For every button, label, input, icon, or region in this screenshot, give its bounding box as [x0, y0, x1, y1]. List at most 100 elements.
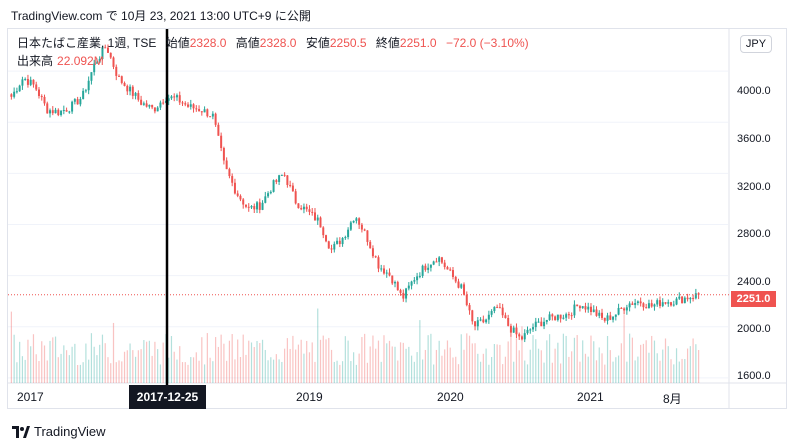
candle-body	[319, 217, 322, 228]
candle-body	[399, 290, 402, 293]
y-tick-label: 3600.0	[737, 133, 771, 145]
volume-bar	[388, 340, 391, 383]
candle-body	[377, 257, 380, 269]
volume-bar	[579, 361, 581, 383]
candle-body	[479, 319, 482, 321]
candle-body	[18, 85, 21, 92]
candle-body	[686, 297, 689, 300]
volume-bar	[121, 361, 123, 383]
volume-bar	[35, 354, 37, 383]
candle-body	[13, 91, 16, 97]
volume-bar	[330, 349, 333, 383]
candle-body	[592, 309, 595, 313]
volume-bar	[629, 333, 631, 383]
volume-bar	[77, 364, 79, 383]
candle-body	[556, 314, 559, 321]
candle-body	[87, 80, 90, 91]
volume-bar	[637, 356, 639, 383]
volume-bar	[673, 364, 675, 383]
candle-body	[683, 297, 686, 304]
volume-bar	[427, 335, 429, 383]
volume-bar	[248, 340, 250, 383]
candle-body	[520, 336, 523, 340]
candle-body	[308, 209, 311, 212]
volume-bar	[598, 347, 600, 383]
candle-body	[217, 124, 220, 136]
y-tick-label: 2800.0	[737, 228, 771, 240]
volume-bar	[173, 351, 175, 383]
volume-bar	[568, 356, 570, 383]
volume-bar	[223, 343, 225, 383]
candle-body	[305, 206, 308, 210]
close-label: 終値	[375, 36, 400, 50]
volume-bar	[510, 336, 512, 383]
candle-body	[609, 315, 612, 320]
high-label: 高値	[235, 36, 260, 50]
crosshair-date-label: 2017-12-25	[129, 385, 206, 409]
candle-body	[118, 75, 121, 77]
volume-value: 22.092M	[57, 54, 104, 68]
volume-bar	[341, 361, 344, 383]
volume-bar	[460, 334, 462, 383]
volume-bar	[380, 361, 382, 383]
tradingview-logo[interactable]: TradingView	[12, 424, 106, 439]
candle-body	[256, 202, 259, 210]
candle-body	[93, 63, 96, 73]
volume-bar	[366, 362, 369, 383]
candle-body	[316, 217, 319, 221]
chart-frame[interactable]	[7, 28, 787, 409]
candle-body	[239, 195, 242, 200]
volume-bar	[576, 335, 578, 383]
candle-body	[151, 104, 154, 108]
volume-bar	[322, 335, 324, 383]
candle-body	[471, 310, 474, 322]
candle-body	[518, 334, 521, 337]
symbol-label[interactable]: 日本たばこ産業, 1週, TSE	[17, 36, 157, 50]
volume-bar	[634, 360, 636, 383]
candle-body	[617, 307, 620, 315]
price-chart[interactable]	[8, 29, 786, 408]
volume-bar	[617, 355, 620, 383]
publish-info: TradingView.com で 10月 23, 2021 13:00 UTC…	[11, 9, 311, 23]
volume-bar	[41, 341, 43, 383]
volume-bar	[361, 337, 363, 383]
candle-body	[545, 319, 548, 322]
volume-bar	[405, 348, 407, 383]
candle-body	[15, 91, 18, 93]
candle-body	[73, 99, 76, 102]
candle-body	[267, 193, 270, 197]
volume-bar	[521, 326, 523, 383]
candle-body	[302, 206, 305, 210]
volume-bar	[49, 340, 51, 383]
candle-body	[504, 315, 507, 318]
volume-bar	[626, 361, 628, 383]
volume-bar	[228, 340, 231, 383]
volume-bar	[272, 359, 275, 383]
candle-body	[140, 99, 143, 105]
candle-body	[457, 281, 460, 288]
candle-body	[529, 329, 532, 331]
volume-bar	[16, 362, 18, 383]
volume-bar	[154, 341, 156, 383]
volume-bar	[662, 349, 664, 383]
volume-bar	[587, 356, 589, 383]
volume-bar	[319, 339, 322, 383]
volume-bar	[286, 338, 288, 383]
candle-body	[394, 282, 397, 284]
volume-bar	[499, 344, 501, 383]
candle-body	[43, 96, 46, 104]
currency-button[interactable]: JPY	[740, 35, 772, 53]
candle-body	[360, 224, 363, 230]
volume-bar	[71, 346, 73, 383]
candle-body	[106, 47, 109, 53]
candle-body	[336, 240, 339, 244]
volume-bar	[546, 340, 548, 383]
volume-bar	[615, 357, 617, 383]
candle-body	[540, 321, 543, 327]
candle-body	[670, 302, 673, 306]
volume-legend: 出来高 22.092M	[17, 52, 104, 69]
volume-bar	[88, 359, 90, 383]
volume-bar	[474, 343, 476, 383]
candle-body	[672, 304, 675, 306]
volume-bar	[308, 352, 311, 383]
